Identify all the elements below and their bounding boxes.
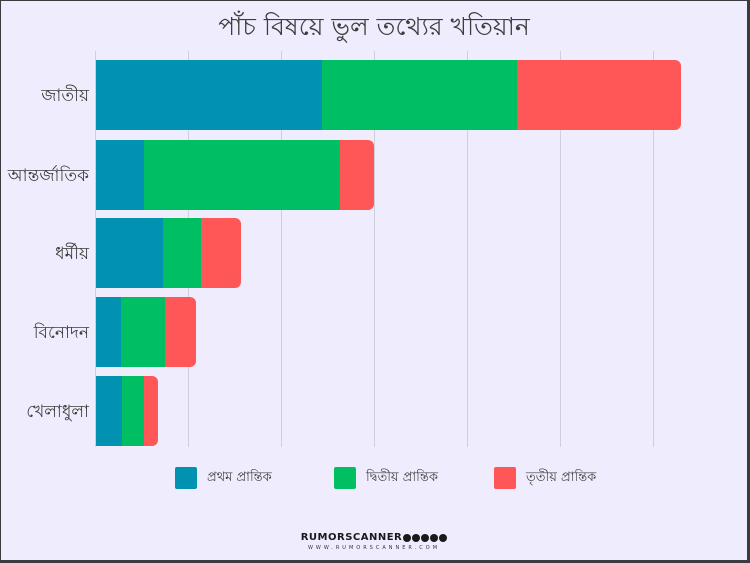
gridline: [653, 51, 654, 447]
bar-segment-q3[interactable]: [164, 297, 196, 367]
bar-segment-q1[interactable]: [96, 376, 123, 446]
bar-segment-q1[interactable]: [96, 297, 122, 367]
bar-3[interactable]: [96, 297, 196, 367]
bar-segment-q1[interactable]: [96, 140, 145, 210]
category-label: বিনোদন: [33, 323, 89, 343]
bar-segment-q2[interactable]: [162, 218, 202, 288]
bar-segment-q1[interactable]: [96, 60, 322, 130]
gridline: [374, 51, 375, 447]
category-label: আন্তর্জাতিক: [7, 166, 89, 186]
instagram-icon: [430, 533, 439, 542]
legend-label-q2: দ্বিতীয় প্রান্তিক: [366, 469, 438, 485]
legend-item-q1[interactable]: প্রথম প্রান্তিক: [175, 467, 272, 489]
category-label: খেলাধুলা: [26, 402, 89, 422]
legend-swatch-q2: [334, 467, 356, 489]
bar-0[interactable]: [96, 60, 681, 130]
bar-segment-q2[interactable]: [122, 376, 145, 446]
plot-area: [95, 51, 715, 447]
brand-name: RUMORSCANNER: [300, 532, 403, 543]
bar-segment-q3[interactable]: [201, 218, 242, 288]
legend-label-q3: তৃতীয় প্রান্তিক: [526, 469, 597, 485]
facebook-icon: [403, 533, 412, 542]
bar-segment-q3[interactable]: [339, 140, 375, 210]
twitter-icon: [421, 533, 430, 542]
bar-4[interactable]: [96, 376, 159, 446]
legend: প্রথম প্রান্তিক দ্বিতীয় প্রান্তিক তৃতীয…: [1, 467, 747, 493]
legend-item-q2[interactable]: দ্বিতীয় প্রান্তিক: [334, 467, 438, 489]
legend-swatch-q1: [175, 467, 197, 489]
website-url: WWW.RUMORSCANNER.COM: [307, 545, 441, 551]
gridline: [560, 51, 561, 447]
footer-branding: RUMORSCANNER WWW.RUMORSCANNER.COM: [1, 525, 747, 551]
bar-segment-q2[interactable]: [121, 297, 165, 367]
gridline: [467, 51, 468, 447]
y-axis-line: [95, 51, 96, 447]
legend-swatch-q3: [494, 467, 516, 489]
chart-title: পাঁচ বিষয়ে ভুল তথ্যের খতিয়ান: [218, 12, 530, 41]
bar-segment-q2[interactable]: [321, 60, 518, 130]
category-label: ধর্মীয়: [55, 244, 89, 264]
bar-segment-q1[interactable]: [96, 218, 163, 288]
category-label: জাতীয়: [41, 86, 89, 106]
bar-2[interactable]: [96, 218, 242, 288]
bar-1[interactable]: [96, 140, 375, 210]
legend-label-q1: প্রথম প্রান্তিক: [207, 469, 272, 485]
youtube-icon: [412, 533, 421, 542]
bar-segment-q2[interactable]: [144, 140, 340, 210]
brand-logo: RUMORSCANNER: [301, 532, 448, 543]
legend-item-q3[interactable]: তৃতীয় প্রান্তিক: [494, 467, 596, 489]
gridline: [281, 51, 282, 447]
bar-segment-q3[interactable]: [144, 376, 159, 446]
tiktok-icon: [439, 533, 448, 542]
bar-segment-q3[interactable]: [517, 60, 681, 130]
